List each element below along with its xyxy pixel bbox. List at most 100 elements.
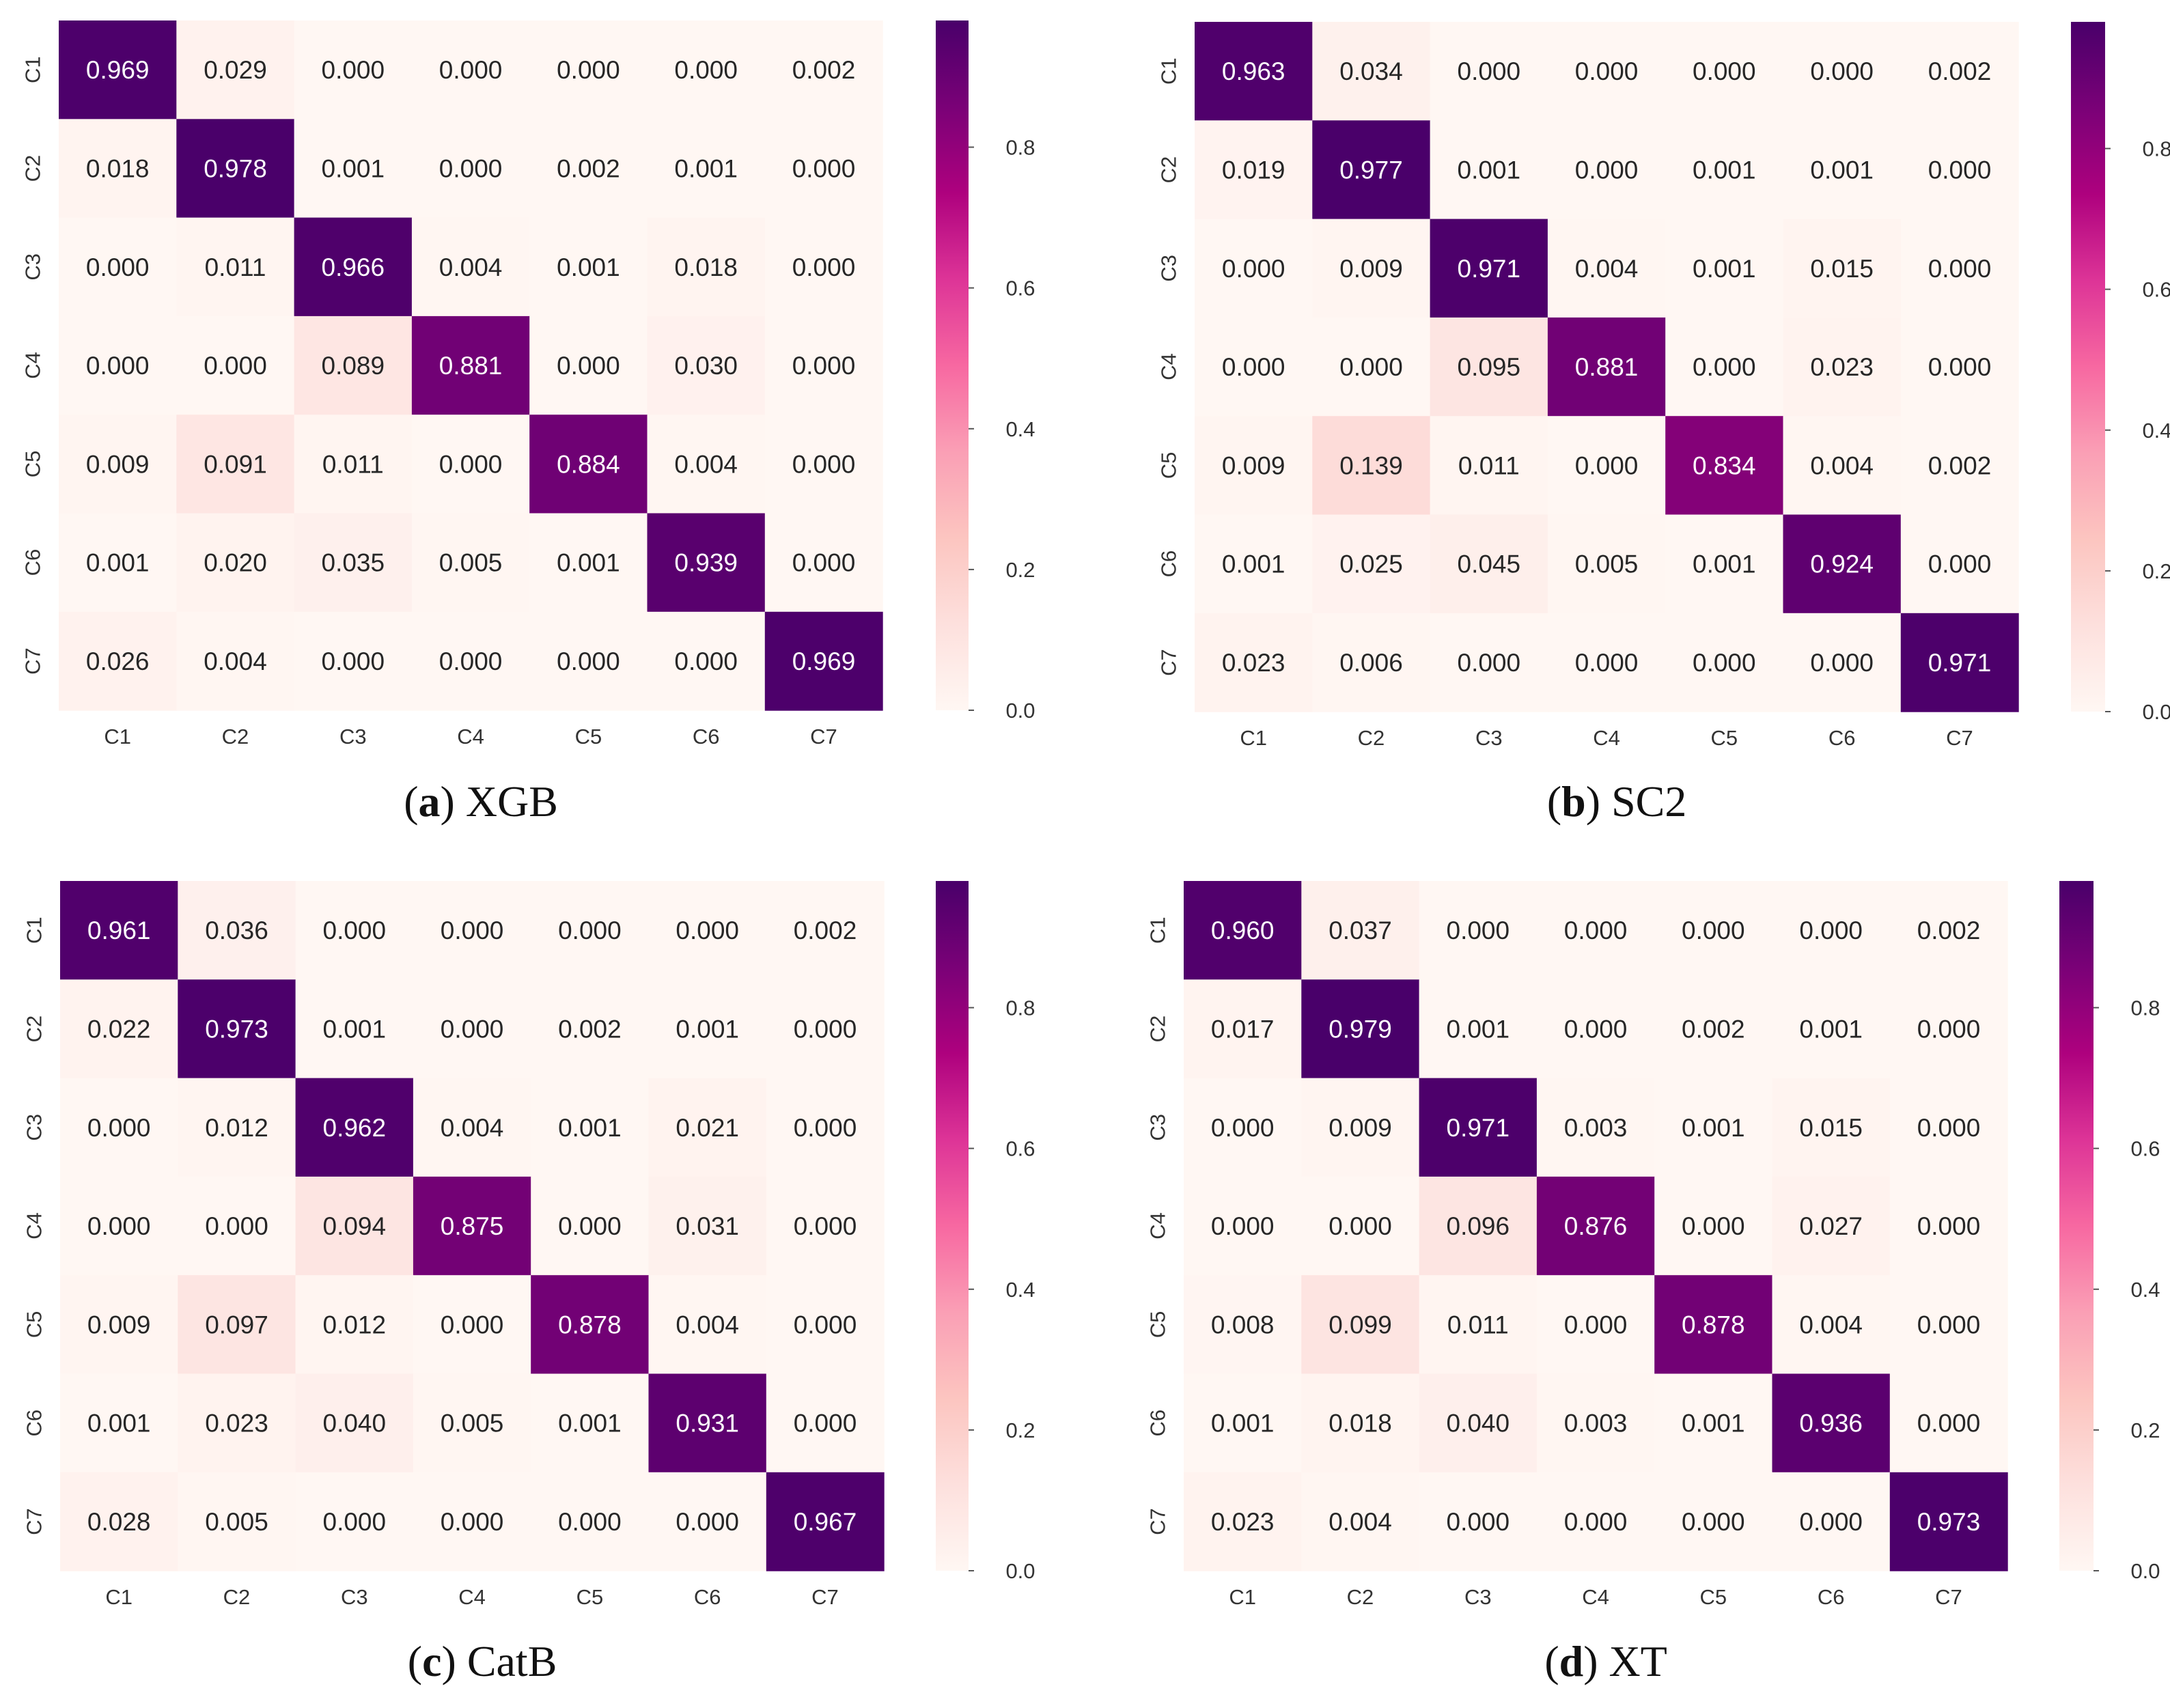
heatmap-cell	[1547, 317, 1666, 417]
cell-value-label: 0.095	[1458, 353, 1521, 381]
cell-value-label: 0.000	[1810, 649, 1874, 677]
x-tick-label: C1	[1229, 1585, 1256, 1609]
heatmap-cell	[647, 217, 766, 317]
cell-value-label: 0.000	[1682, 1508, 1745, 1536]
cell-value-label: 0.961	[87, 916, 151, 944]
heatmap-cell	[531, 881, 650, 980]
cell-value-label: 0.924	[1810, 550, 1874, 578]
heatmap-cell	[766, 979, 885, 1079]
heatmap-cell	[1547, 416, 1666, 516]
heatmap-cell	[1184, 1472, 1302, 1571]
heatmap-cell	[1783, 514, 1902, 614]
heatmap-cell	[1312, 416, 1431, 516]
heatmap-cell	[1547, 514, 1666, 614]
heatmap-cell	[1772, 1373, 1891, 1473]
heatmap-cell	[1195, 613, 1313, 712]
cell-value-label: 0.931	[676, 1410, 739, 1438]
cell-value-label: 0.000	[1447, 1508, 1510, 1536]
panel-caption-title: XGB	[466, 777, 558, 826]
heatmap-cell	[1665, 219, 1784, 318]
cell-value-label: 0.000	[1917, 1114, 1981, 1142]
heatmap-cell	[529, 20, 648, 120]
heatmap-cell	[647, 415, 766, 514]
cell-value-label: 0.011	[1447, 1311, 1509, 1339]
heatmap-cell	[178, 1078, 296, 1177]
heatmap-cell	[764, 611, 883, 711]
heatmap-cell	[1184, 1373, 1302, 1473]
heatmap-cell	[1430, 613, 1548, 712]
cell-value-label: 0.000	[1917, 1311, 1981, 1339]
heatmap-cell	[1547, 219, 1666, 318]
heatmap-cell	[1783, 219, 1902, 318]
cell-value-label: 0.004	[439, 253, 503, 281]
panel-caption-label: c	[422, 1637, 441, 1685]
heatmap-cell	[1900, 317, 2019, 417]
heatmap-cell	[648, 1472, 767, 1571]
heatmap-cell	[413, 881, 531, 980]
heatmap-cell	[1654, 1176, 1773, 1276]
heatmap-cell	[1889, 1472, 2008, 1571]
heatmap-cell	[294, 20, 413, 120]
cell-value-label: 0.960	[1211, 916, 1275, 944]
cell-value-label: 0.000	[676, 1508, 739, 1536]
cell-value-label: 0.973	[205, 1016, 268, 1044]
panel-caption-label: d	[1559, 1637, 1584, 1685]
cell-value-label: 0.009	[1339, 255, 1403, 283]
panel-caption: (b) SC2	[1547, 777, 1687, 826]
heatmap-cell	[1184, 1078, 1302, 1177]
cell-value-label: 0.001	[323, 1016, 387, 1044]
heatmap-cell	[1419, 881, 1538, 980]
cell-value-label: 0.002	[792, 56, 856, 84]
cell-value-label: 0.036	[205, 916, 268, 944]
cell-value-label: 0.089	[322, 352, 385, 380]
cell-value-label: 0.000	[1799, 916, 1863, 944]
heatmap-cell	[764, 20, 883, 120]
cell-value-label: 0.005	[205, 1508, 268, 1536]
heatmap-cell	[531, 1472, 650, 1571]
y-tick-label: C2	[23, 1016, 46, 1043]
heatmap-cell	[1312, 219, 1431, 318]
heatmap-cell	[411, 217, 530, 317]
heatmap-cell	[1195, 317, 1313, 417]
y-tick-label: C7	[23, 1508, 46, 1535]
cell-value-label: 0.002	[557, 155, 620, 183]
cell-value-label: 0.001	[558, 1410, 622, 1438]
colorbar	[936, 881, 969, 1571]
cell-value-label: 0.011	[322, 450, 384, 478]
cell-value-label: 0.000	[558, 1508, 622, 1536]
y-tick-label: C5	[1146, 1311, 1170, 1339]
heatmap-cell	[413, 1176, 531, 1276]
cell-value-label: 0.971	[1458, 255, 1521, 283]
cell-value-label: 0.973	[1917, 1508, 1981, 1536]
cell-value-label: 0.000	[439, 647, 503, 675]
cell-value-label: 0.006	[1339, 649, 1403, 677]
heatmap-cell	[178, 1275, 296, 1375]
cell-value-label: 0.009	[87, 1311, 151, 1339]
cell-value-label: 0.001	[558, 1114, 622, 1142]
cell-value-label: 0.000	[557, 352, 620, 380]
cell-value-label: 0.000	[439, 155, 503, 183]
y-tick-label: C3	[1146, 1114, 1170, 1141]
y-tick-label: C4	[21, 352, 45, 379]
cell-value-label: 0.000	[674, 56, 738, 84]
heatmap-cell	[531, 1373, 650, 1473]
heatmap-cell	[1419, 1373, 1538, 1473]
heatmap-cell	[295, 1176, 414, 1276]
y-tick-label: C1	[21, 56, 45, 83]
heatmap-cell	[531, 1176, 650, 1276]
cell-value-label: 0.000	[441, 1311, 504, 1339]
heatmap-cell	[1536, 1078, 1655, 1177]
heatmap-cell	[1536, 1275, 1655, 1375]
heatmap-cell	[295, 1275, 414, 1375]
heatmap-cell	[295, 1373, 414, 1473]
cell-value-label: 0.020	[204, 549, 267, 577]
x-tick-label: C1	[105, 1585, 133, 1609]
heatmap-cell	[176, 217, 295, 317]
cell-value-label: 0.000	[1810, 57, 1874, 85]
cell-value-label: 0.000	[1458, 649, 1521, 677]
cell-value-label: 0.884	[557, 450, 620, 478]
x-tick-label: C6	[1818, 1585, 1845, 1609]
colorbar-tick-label: 0.6	[2142, 278, 2170, 302]
cell-value-label: 0.000	[792, 549, 856, 577]
y-tick-label: C7	[1146, 1508, 1170, 1535]
